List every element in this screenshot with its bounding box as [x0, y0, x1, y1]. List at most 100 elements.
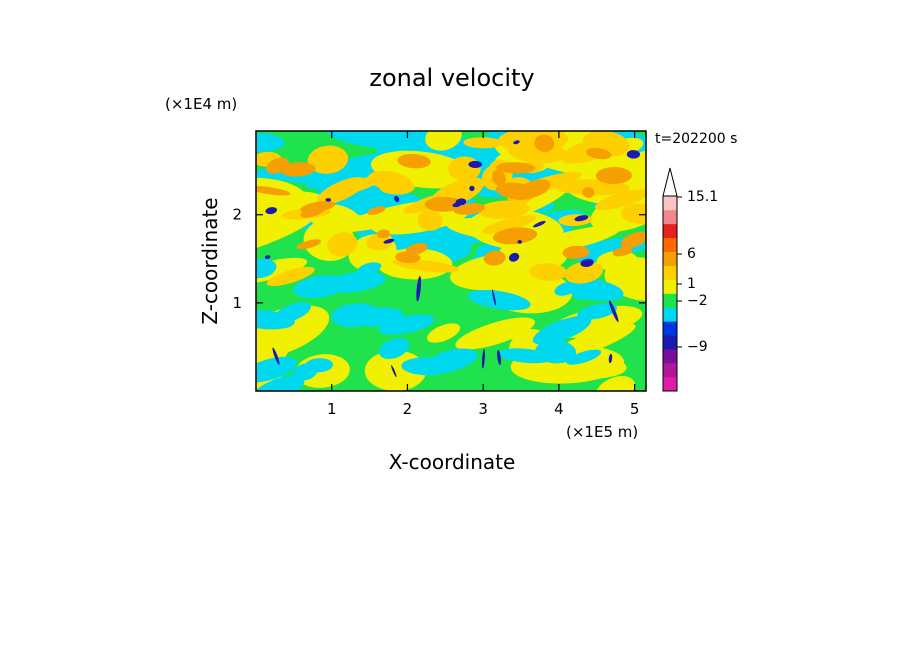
x-axis-label: X-coordinate: [389, 450, 516, 474]
field-contour: [595, 167, 632, 184]
colorbar-segment: [663, 363, 677, 378]
y-axis-label: Z-coordinate: [198, 197, 222, 324]
field-contour: [534, 134, 555, 152]
x-axis: 1 2 3 4 5: [327, 131, 639, 418]
field-contour: [620, 203, 646, 224]
field-contour: [612, 246, 633, 257]
field-contour: [477, 200, 530, 219]
field-contour: [417, 210, 443, 231]
field-contour: [491, 289, 496, 306]
field-contour: [517, 240, 523, 244]
colorbar-segment: [663, 307, 677, 322]
field-contour: [626, 150, 641, 159]
field-contour: [425, 131, 462, 151]
y-axis: 12: [232, 206, 646, 312]
field-contour: [513, 140, 520, 145]
colorbar-frame: [662, 195, 678, 392]
colorbar-segment: [663, 321, 677, 336]
field-contour: [608, 353, 613, 364]
time-label: t=202200 s: [655, 131, 737, 147]
field-contour: [554, 281, 579, 296]
field-contour: [367, 206, 386, 216]
field-contour: [324, 131, 431, 149]
field-contour: [355, 307, 404, 327]
plot-area: [256, 131, 646, 391]
field-contour: [292, 363, 318, 381]
field-contour: [376, 229, 391, 239]
field-contour: [395, 251, 421, 264]
field-contour: [481, 215, 537, 234]
field-contour: [265, 207, 278, 215]
field-contour: [498, 348, 554, 364]
field-contour: [341, 174, 386, 194]
field-contour: [620, 231, 646, 249]
field-contour: [391, 365, 397, 378]
colorbar-label: 6: [687, 246, 696, 262]
colorbar-label: −9: [687, 339, 708, 355]
field-contour: [327, 232, 358, 257]
x-unit-label: (×1E5 m): [566, 423, 638, 441]
colorbar-segment: [663, 196, 677, 211]
velocity-field: [256, 131, 646, 391]
field-contour: [378, 337, 410, 359]
x-tick-label: 5: [630, 400, 640, 418]
field-contour: [492, 169, 506, 187]
colorbar-segment: [663, 237, 677, 253]
field-contour: [529, 263, 568, 281]
colorbar-segment: [663, 335, 677, 350]
field-contour: [495, 182, 537, 200]
colorbar-segment: [663, 209, 677, 225]
x-tick-label: 4: [554, 400, 564, 418]
field-contour: [424, 196, 463, 212]
field-contour: [264, 255, 271, 259]
colorbar-segment: [663, 223, 677, 239]
field-contour: [562, 245, 590, 259]
colorbar-segment: [663, 279, 677, 294]
field-contour: [566, 349, 602, 365]
field-contour: [580, 258, 594, 268]
colorbar-segment: [663, 349, 677, 364]
colorbar-segment: [663, 265, 677, 280]
colorbar-label: 1: [687, 276, 696, 292]
colorbar-segment: [663, 293, 677, 308]
field-contour: [266, 266, 315, 287]
colorbar-segment: [663, 251, 677, 266]
field-contour: [307, 145, 349, 174]
field-contour: [586, 147, 612, 160]
field-contour: [468, 290, 531, 311]
field-contour: [383, 238, 395, 244]
field-contour: [300, 204, 327, 218]
field-contour: [532, 315, 592, 345]
field-contour: [495, 162, 536, 174]
field-contour: [574, 215, 589, 222]
colorbar-arrow: [662, 167, 678, 197]
field-contour: [280, 162, 316, 177]
field-contour: [293, 275, 346, 299]
field-contour: [256, 305, 330, 360]
field-contour: [401, 357, 452, 376]
field-contour: [357, 262, 382, 275]
colorbar-label: 15.1: [687, 189, 718, 205]
y-unit-label: (×1E4 m): [165, 95, 237, 113]
x-tick-label: 2: [403, 400, 413, 418]
field-contour: [492, 227, 538, 245]
field-contour: [455, 317, 536, 350]
field-contour: [256, 186, 291, 196]
colorbar: 15.1 6 1−2 −9: [662, 167, 718, 392]
field-contour: [394, 195, 400, 203]
colorbar-label: −2: [687, 293, 708, 309]
field-contour: [524, 225, 621, 255]
field-contour: [468, 160, 483, 168]
field-contour: [577, 281, 610, 300]
field-contour: [604, 257, 646, 301]
x-tick-label: 1: [327, 400, 337, 418]
chart-title: zonal velocity: [369, 64, 534, 92]
field-contour: [325, 198, 332, 202]
field-contour: [455, 198, 467, 206]
colorbar-segment: [663, 377, 677, 392]
field-contour: [564, 261, 603, 284]
field-contour: [379, 179, 415, 195]
field-contour: [272, 347, 280, 365]
field-contour: [509, 252, 520, 262]
